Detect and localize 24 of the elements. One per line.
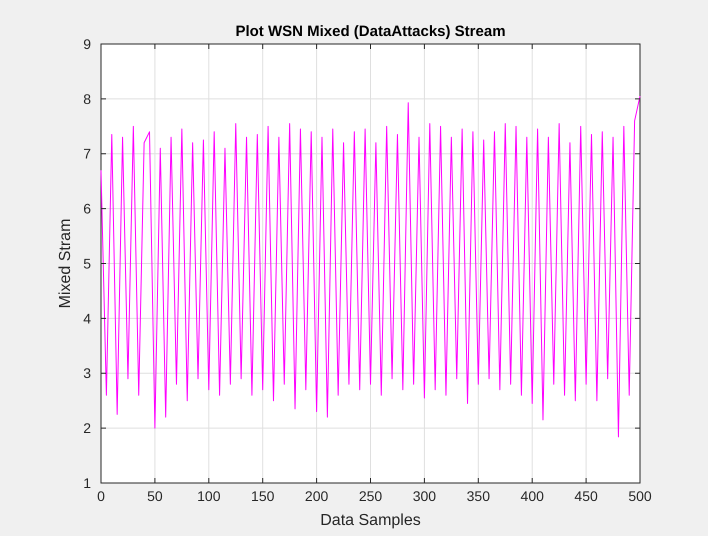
y-tick-label: 9 <box>83 36 92 52</box>
line-series <box>100 96 640 438</box>
x-tick-label: 300 <box>412 488 436 504</box>
x-tick-label: 50 <box>147 488 163 504</box>
y-axis-title: Mixed Stram <box>57 218 74 308</box>
x-tick-label: 0 <box>97 488 106 504</box>
x-tick-label: 250 <box>358 488 382 504</box>
x-tick-label: 450 <box>574 488 598 504</box>
chart-title: Plot WSN Mixed (DataAttacks) Stream <box>235 23 506 40</box>
y-tick-label: 3 <box>83 365 92 382</box>
x-tick-label: 150 <box>251 488 275 504</box>
x-tick-label: 500 <box>628 488 652 504</box>
x-axis-title: Data Samples <box>320 512 421 529</box>
y-tick-label: 5 <box>83 255 92 272</box>
y-tick-label: 6 <box>83 200 92 217</box>
y-tick-label: 1 <box>83 474 92 491</box>
y-tick-label: 4 <box>83 310 92 326</box>
x-tick-label: 200 <box>304 488 328 504</box>
y-tick-label: 8 <box>83 90 92 107</box>
y-tick-label: 7 <box>83 146 92 162</box>
y-tick-label: 2 <box>83 420 92 436</box>
x-tick-label: 400 <box>520 488 544 504</box>
x-tick-label: 350 <box>466 488 490 504</box>
x-tick-label: 100 <box>197 488 221 504</box>
